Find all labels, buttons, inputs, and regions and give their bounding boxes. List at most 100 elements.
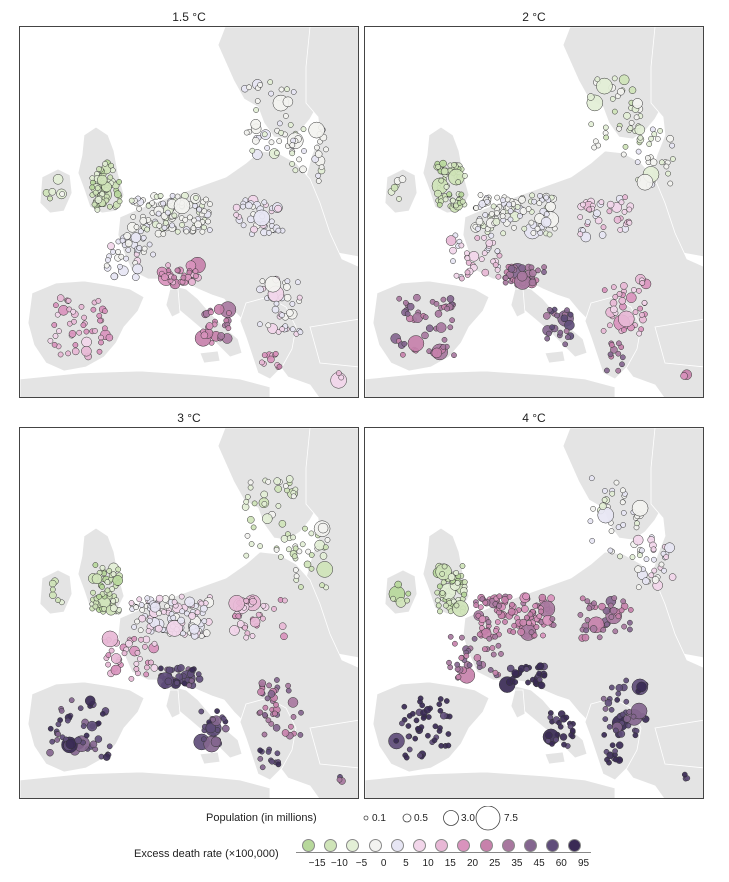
city-bubble	[283, 283, 291, 291]
city-bubble	[632, 309, 639, 316]
city-bubble	[259, 764, 266, 771]
city-bubble	[544, 335, 551, 342]
city-bubble	[113, 190, 122, 198]
city-bubble	[265, 749, 272, 755]
city-bubble	[250, 119, 261, 130]
city-bubble	[541, 269, 547, 275]
city-bubble	[485, 619, 492, 625]
city-bubble	[527, 611, 534, 618]
city-bubble	[482, 212, 489, 218]
city-bubble	[626, 219, 633, 226]
city-bubble	[290, 89, 297, 95]
city-bubble	[651, 556, 657, 563]
city-bubble	[464, 250, 470, 257]
city-bubble	[285, 475, 294, 483]
city-bubble	[247, 479, 254, 486]
city-bubble	[193, 194, 199, 201]
city-bubble	[46, 748, 54, 757]
city-bubble	[146, 617, 153, 624]
city-bubble	[130, 214, 137, 220]
city-bubble	[260, 490, 268, 499]
city-bubble	[442, 196, 449, 203]
city-bubble	[297, 329, 304, 336]
city-bubble	[57, 351, 64, 358]
city-bubble	[102, 160, 108, 167]
city-bubble	[581, 633, 590, 642]
city-bubble	[89, 740, 98, 749]
city-bubble	[146, 241, 153, 248]
city-bubble	[217, 332, 225, 340]
city-bubble	[262, 712, 268, 718]
city-bubble	[232, 203, 241, 212]
city-bubble	[402, 299, 409, 306]
city-bubble	[195, 671, 202, 677]
city-bubble	[189, 623, 200, 635]
city-bubble	[425, 732, 431, 739]
city-bubble	[278, 520, 287, 528]
city-bubble	[431, 737, 438, 744]
city-bubble	[587, 518, 594, 525]
city-bubble	[240, 203, 246, 210]
city-bubble	[421, 331, 429, 340]
city-bubble	[181, 680, 188, 687]
city-bubble	[144, 664, 150, 671]
city-bubble	[663, 163, 670, 170]
city-bubble	[48, 579, 57, 588]
rate-swatch	[568, 839, 582, 852]
city-bubble	[102, 308, 108, 314]
city-bubble	[619, 354, 626, 361]
city-bubble	[438, 742, 445, 749]
city-bubble	[288, 723, 294, 730]
panel-title-2: 2 °C	[522, 10, 546, 24]
rate-swatch	[368, 839, 382, 852]
city-bubble	[474, 235, 481, 241]
city-bubble	[194, 609, 201, 616]
city-bubble	[637, 134, 644, 141]
city-bubble	[461, 579, 468, 585]
city-bubble	[198, 633, 205, 639]
city-bubble	[531, 198, 537, 205]
city-bubble	[107, 174, 114, 181]
city-bubble	[604, 367, 610, 374]
city-bubble	[92, 328, 98, 334]
city-bubble	[666, 134, 674, 143]
city-bubble	[623, 677, 630, 684]
city-bubble	[560, 314, 569, 323]
city-bubble	[290, 534, 296, 541]
city-bubble	[434, 597, 441, 604]
city-bubble	[110, 571, 117, 577]
city-bubble	[273, 546, 280, 553]
city-bubble	[648, 572, 655, 579]
population-value-0-1: 0.1	[372, 813, 386, 824]
population-value-0-5: 0.5	[414, 813, 428, 824]
city-bubble	[618, 297, 627, 305]
city-bubble	[220, 715, 227, 722]
city-bubble	[478, 615, 487, 624]
city-bubble	[96, 166, 102, 172]
city-bubble	[249, 633, 256, 639]
city-bubble	[287, 122, 294, 128]
city-bubble	[205, 218, 211, 225]
land-shape	[39, 168, 73, 214]
city-bubble	[254, 98, 261, 104]
population-circle-7-5	[475, 806, 501, 831]
city-bubble	[487, 667, 494, 673]
city-bubble	[634, 565, 642, 573]
rate-tick-label: 15	[444, 858, 456, 869]
city-bubble	[165, 262, 171, 269]
city-bubble	[423, 706, 432, 714]
city-bubble	[669, 142, 675, 149]
city-bubble	[404, 597, 410, 604]
city-bubble	[289, 142, 296, 148]
city-bubble	[174, 267, 181, 274]
city-bubble	[618, 74, 630, 86]
city-bubble	[603, 134, 609, 141]
city-bubble	[547, 594, 555, 602]
city-bubble	[261, 131, 268, 138]
city-bubble	[149, 200, 156, 206]
city-bubble	[49, 738, 56, 745]
city-bubble	[274, 485, 282, 493]
land-shape	[365, 370, 616, 397]
land-shape	[165, 689, 181, 719]
city-bubble	[96, 174, 108, 186]
